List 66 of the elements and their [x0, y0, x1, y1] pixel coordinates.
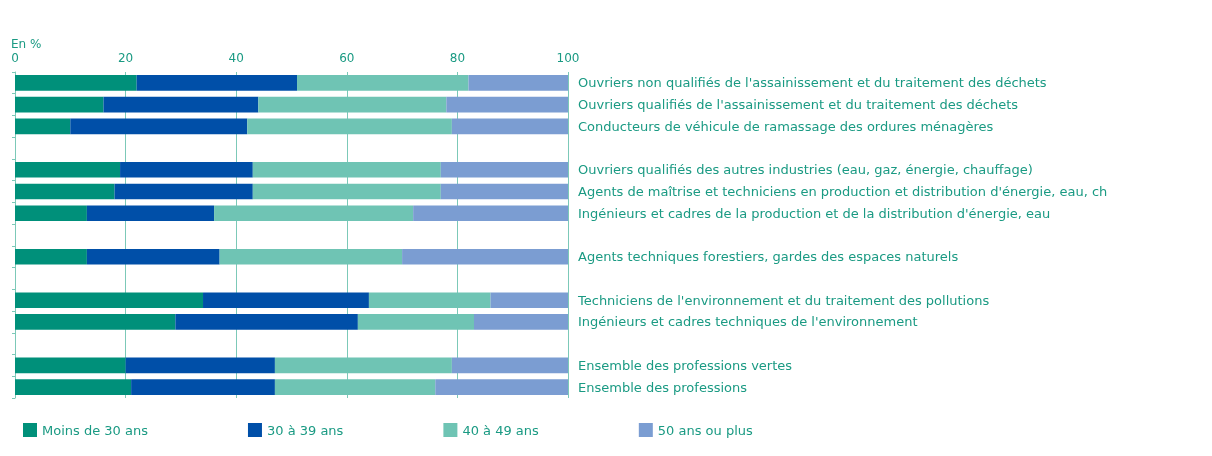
bar [368, 292, 491, 309]
legend-label: 50 ans ou plus [657, 422, 754, 438]
bar [15, 314, 176, 330]
bar [15, 357, 126, 374]
bar [490, 292, 568, 309]
bar [114, 183, 253, 200]
x-tick-label: 80 [449, 51, 466, 65]
bar [402, 248, 568, 265]
bar [136, 75, 298, 91]
bar [15, 379, 132, 395]
bar [413, 205, 568, 222]
bar [15, 248, 87, 265]
bar [473, 314, 568, 330]
bar [435, 379, 568, 395]
x-tick-label: 0 [11, 51, 19, 65]
bar [120, 161, 253, 178]
legend-label: Moins de 30 ans [42, 422, 149, 438]
bar [274, 357, 452, 374]
y-tick-label: Ensemble des professions [578, 379, 748, 395]
bar [175, 314, 358, 330]
x-tick-label: 20 [117, 51, 134, 65]
bar [446, 96, 568, 113]
bar [440, 161, 568, 178]
bar [15, 96, 104, 113]
bar [252, 183, 441, 200]
bar [86, 205, 215, 222]
y-tick-label: Ingénieurs et cadres techniques de l'environnement [578, 314, 918, 330]
y-tick-label: Conducteurs de véhicule de ramassage des ordures ménagères [578, 118, 994, 134]
x-tick-label: 40 [228, 51, 244, 65]
x-axis-title: En % [11, 37, 42, 51]
bar [15, 161, 121, 178]
bar [357, 314, 474, 330]
bar [103, 96, 259, 113]
bar [451, 118, 568, 135]
legend-label: 30 à 39 ans [266, 422, 344, 438]
bar [219, 248, 403, 265]
y-tick-label: Ensemble des professions vertes [578, 357, 793, 373]
bar [214, 205, 414, 222]
bar [451, 357, 568, 374]
bar [440, 183, 568, 200]
bar [297, 75, 469, 91]
bar [203, 292, 369, 309]
y-tick-label: Techniciens de l'environnement et du traitement des pollutions [577, 292, 990, 308]
bar [70, 118, 248, 135]
bar [274, 379, 436, 395]
y-tick-label: Agents techniques forestiers, gardes des espaces naturels [578, 249, 959, 265]
y-tick-label: Ouvriers non qualifiés de l'assainissement et du traitement des déchets [578, 75, 1047, 91]
bar [15, 183, 115, 200]
y-tick-label: Ouvriers qualifiés des autres industries (eau, gaz, énergie, chauffage) [578, 162, 1033, 178]
bar [15, 75, 137, 91]
y-tick-label: Ouvriers qualifiés de l'assainissement et du traitement des déchets [578, 97, 1019, 113]
bar [15, 118, 71, 135]
y-tick-label: Ingénieurs et cadres de la production et de la distribution d'énergie, eau [578, 205, 1051, 221]
bar [15, 292, 204, 309]
bar [131, 379, 275, 395]
bar [247, 118, 452, 135]
x-tick-label: 60 [339, 51, 355, 65]
bar [86, 248, 220, 265]
bar [252, 161, 441, 178]
bar [15, 205, 87, 222]
x-tick-label: 100 [556, 51, 580, 65]
bar [468, 75, 568, 91]
bar [125, 357, 275, 374]
y-tick-label: Agents de maîtrise et techniciens en production et distribution d'énergie, eau, ch [578, 184, 1108, 200]
bar [258, 96, 447, 113]
legend-label: 40 à 49 ans [462, 422, 540, 438]
